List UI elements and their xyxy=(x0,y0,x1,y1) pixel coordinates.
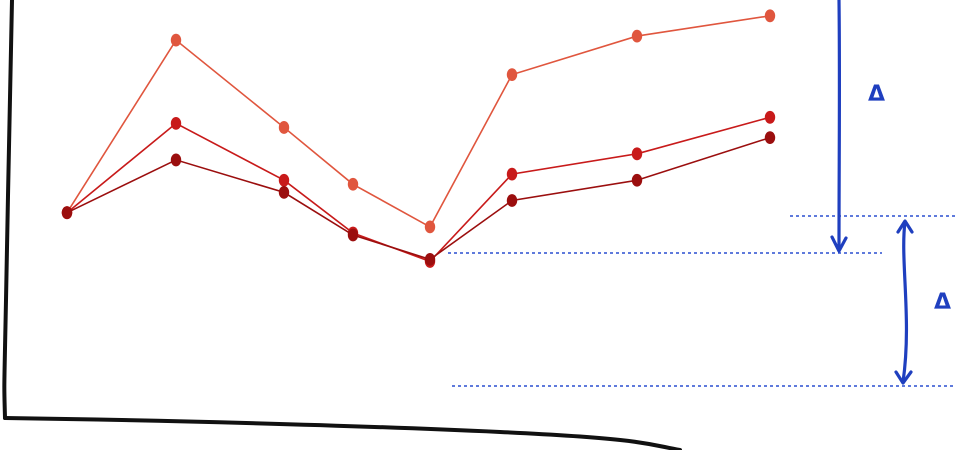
series-point-top-7 xyxy=(764,9,776,23)
series-point-bottom-6 xyxy=(631,173,643,187)
delta-upper-arrow-icon xyxy=(830,0,848,253)
series-line-top xyxy=(66,14,771,229)
frame-left-edge xyxy=(2,0,14,420)
series-point-bottom-4 xyxy=(424,252,436,266)
series-point-bottom-7 xyxy=(764,131,776,144)
series-point-middle-5 xyxy=(506,167,518,181)
series-point-bottom-3 xyxy=(347,228,359,242)
series-point-middle-7 xyxy=(764,110,776,124)
delta-upper-label: Δ xyxy=(868,82,885,107)
series-line-bottom xyxy=(66,136,771,261)
delta-lower-arrow-icon xyxy=(894,219,914,385)
series-point-top-6 xyxy=(631,29,643,43)
series-line-middle xyxy=(66,116,771,263)
delta-lower-label: Δ xyxy=(934,290,951,315)
series-point-top-3 xyxy=(347,177,359,191)
series-point-middle-2 xyxy=(278,173,290,187)
series-point-bottom-1 xyxy=(170,153,182,167)
series-point-bottom-5 xyxy=(506,194,518,207)
series-point-bottom-2 xyxy=(278,186,290,199)
series-point-top-4 xyxy=(424,220,436,234)
series-point-top-5 xyxy=(506,68,518,82)
series-point-top-1 xyxy=(170,33,182,47)
series-point-bottom-0 xyxy=(61,206,73,220)
series-point-top-2 xyxy=(278,121,290,134)
series-point-middle-6 xyxy=(631,147,643,161)
series-point-middle-1 xyxy=(170,116,182,130)
series-layer xyxy=(61,9,776,268)
frame-bottom-edge xyxy=(3,416,682,450)
